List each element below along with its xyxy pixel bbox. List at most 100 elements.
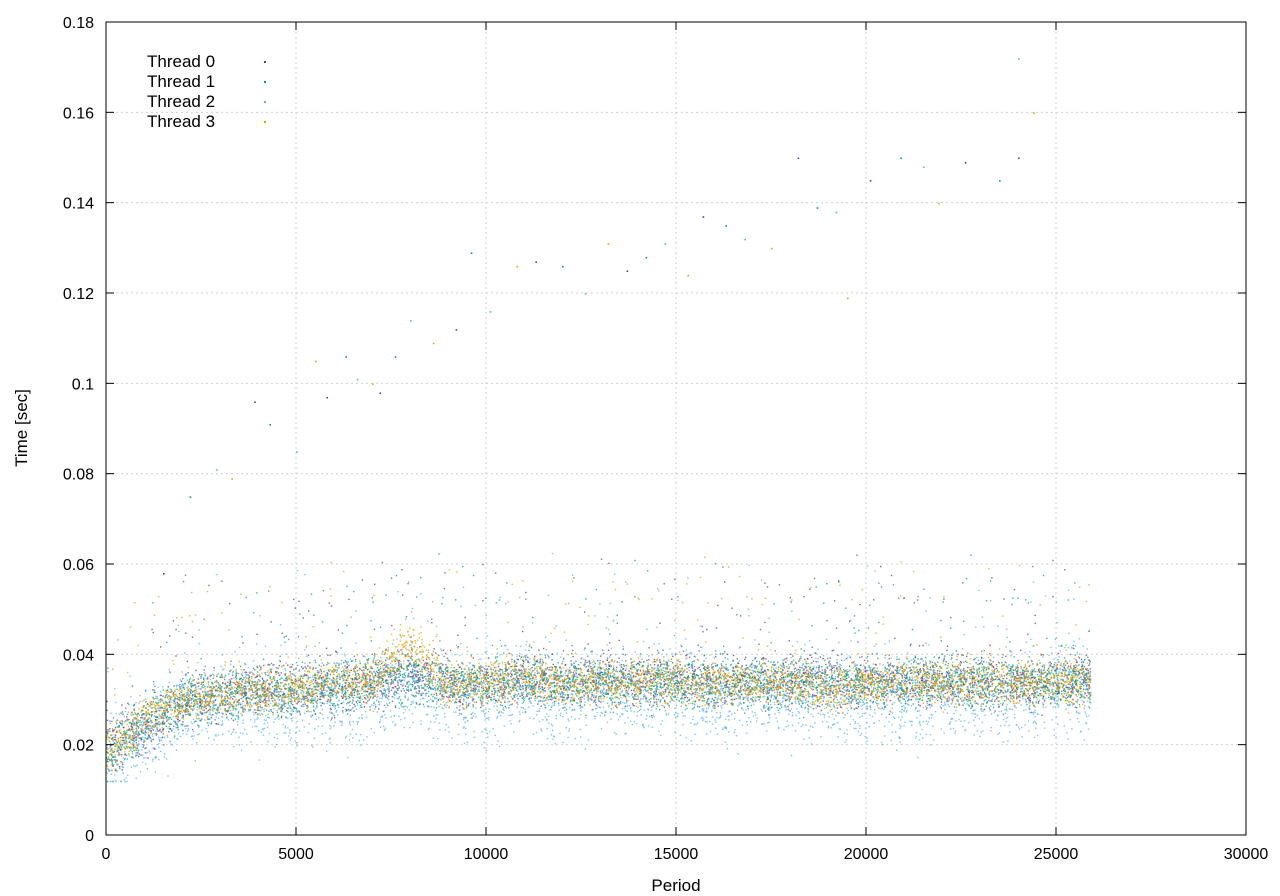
data-point (700, 684, 702, 686)
data-point (254, 712, 256, 714)
data-point (1021, 673, 1023, 676)
data-point (331, 692, 333, 694)
data-point (684, 676, 686, 678)
data-point (394, 677, 396, 679)
data-point (379, 671, 381, 673)
data-point (407, 653, 409, 655)
data-point (485, 671, 487, 673)
data-point (667, 688, 669, 690)
data-point (1004, 682, 1006, 684)
data-point (950, 693, 952, 696)
data-point (821, 682, 823, 685)
data-point (221, 704, 224, 706)
data-point (168, 706, 171, 708)
data-point (1075, 659, 1077, 661)
data-point (397, 673, 400, 675)
data-point (186, 660, 188, 663)
data-point (783, 680, 785, 682)
data-point (887, 684, 889, 687)
data-point (811, 656, 813, 659)
data-point (426, 701, 428, 703)
data-point (266, 695, 268, 697)
data-point (701, 676, 703, 678)
data-point (762, 656, 765, 659)
data-point (379, 690, 381, 692)
data-point (447, 659, 449, 662)
data-point (299, 684, 301, 686)
data-point (506, 683, 509, 685)
data-point (266, 688, 269, 690)
data-point (724, 684, 726, 686)
data-point (210, 686, 212, 688)
data-point (608, 661, 610, 664)
data-point (144, 734, 146, 736)
data-point (348, 664, 350, 667)
data-point (199, 704, 202, 706)
data-point (652, 682, 654, 684)
data-point (168, 700, 171, 702)
data-point (480, 700, 482, 702)
data-point (162, 729, 164, 731)
data-point (237, 712, 240, 714)
data-point (717, 604, 719, 607)
data-point (302, 703, 304, 706)
data-point (1016, 683, 1018, 686)
data-point (131, 751, 133, 753)
data-point (111, 749, 113, 752)
data-point (409, 676, 412, 678)
data-point (455, 689, 457, 691)
data-point (874, 663, 877, 666)
data-point (963, 683, 965, 686)
data-point (187, 713, 189, 715)
data-point (226, 700, 228, 702)
data-point (663, 706, 666, 708)
data-point (445, 652, 447, 655)
data-point (545, 680, 547, 682)
data-point (146, 703, 148, 706)
data-point (392, 666, 394, 669)
data-point (825, 693, 828, 695)
data-point (190, 702, 193, 704)
data-point (188, 682, 190, 684)
data-point (175, 655, 177, 657)
data-point (289, 666, 291, 668)
data-point (551, 666, 553, 669)
data-point (789, 698, 791, 700)
data-point (354, 682, 357, 684)
data-point (936, 665, 938, 667)
data-point (243, 693, 246, 695)
data-point (722, 687, 724, 690)
data-point (353, 694, 356, 697)
data-point (304, 695, 306, 698)
data-point (891, 680, 893, 683)
data-point (462, 678, 464, 680)
data-point (344, 686, 346, 688)
data-point (386, 682, 388, 684)
data-point (303, 698, 305, 700)
data-point (370, 620, 372, 622)
data-point (166, 702, 168, 704)
data-point (439, 668, 441, 670)
data-point (314, 692, 316, 695)
data-point (890, 574, 893, 577)
data-point (393, 670, 396, 673)
data-point (590, 665, 592, 668)
data-point (945, 661, 947, 663)
data-point (1084, 677, 1087, 679)
data-point (446, 695, 448, 698)
data-point (168, 731, 170, 733)
data-point (746, 672, 749, 675)
data-point (690, 685, 692, 687)
data-point (351, 660, 353, 663)
data-point (553, 700, 556, 703)
data-point (183, 688, 186, 690)
data-point (349, 697, 351, 699)
data-point (224, 708, 226, 710)
data-point (1042, 654, 1044, 656)
data-point (440, 685, 442, 688)
data-point (455, 673, 458, 675)
data-point (1049, 702, 1052, 705)
data-point (1071, 692, 1073, 694)
data-point (1088, 684, 1090, 687)
data-point (330, 692, 332, 694)
